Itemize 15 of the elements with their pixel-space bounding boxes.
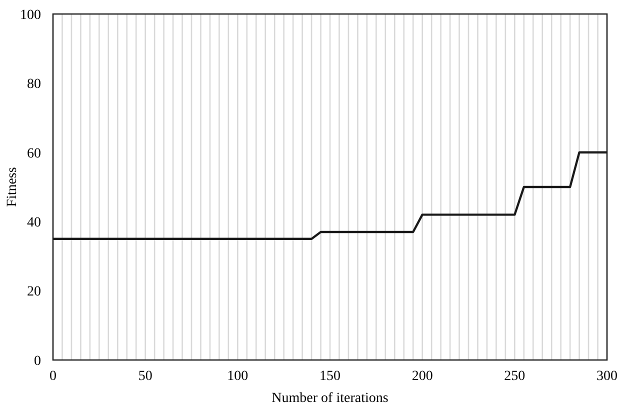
x-tick-label: 200 (412, 369, 433, 384)
x-tick-label: 0 (50, 369, 56, 384)
x-axis-title: Number of iterations (272, 391, 388, 406)
x-tick-label: 50 (138, 369, 152, 384)
y-tick-label: 20 (27, 284, 41, 300)
y-tick-label: 60 (27, 146, 41, 162)
y-axis-title: Fitness (5, 167, 20, 207)
x-tick-label: 300 (596, 369, 618, 384)
x-tick-label: 100 (227, 369, 248, 384)
x-tick-label: 250 (504, 369, 526, 384)
y-tick-label: 80 (27, 77, 41, 92)
y-tick-label: 0 (34, 354, 41, 369)
x-tick-label: 150 (320, 369, 340, 384)
y-tick-label: 40 (27, 216, 41, 230)
y-tick-label: 100 (20, 8, 41, 23)
